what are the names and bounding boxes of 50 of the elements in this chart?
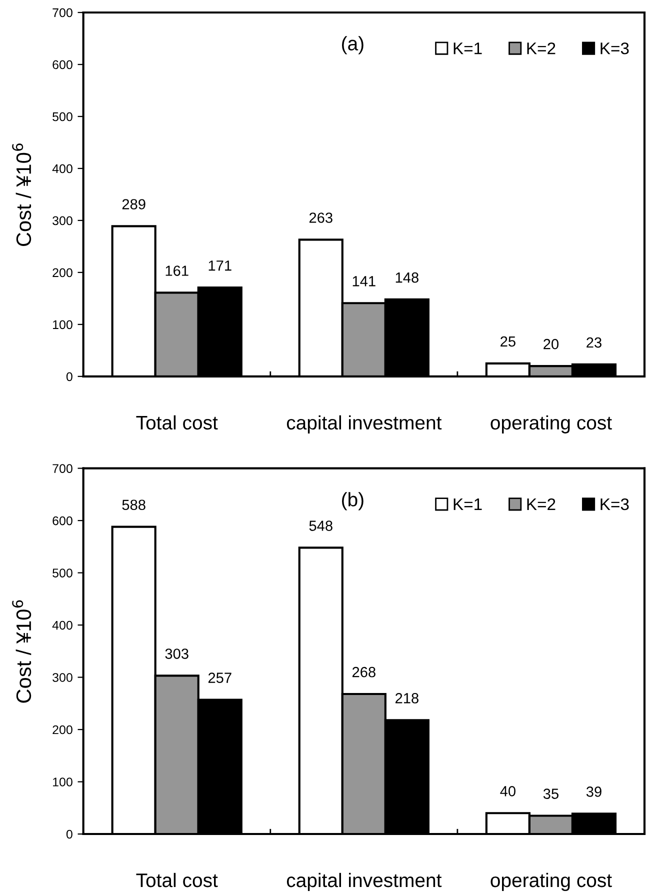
data-label: 23 <box>586 337 602 348</box>
data-label: 588 <box>122 500 146 510</box>
y-tick-label: 400 <box>52 164 72 174</box>
x-tick-label: capital investment <box>286 415 442 434</box>
data-label: 141 <box>352 276 376 286</box>
data-label: 39 <box>586 786 602 797</box>
y-tick-label: 500 <box>52 112 72 122</box>
data-label: 263 <box>309 212 332 223</box>
y-tick-label: 500 <box>52 568 72 578</box>
x-tick-label: Total cost <box>136 415 218 430</box>
data-label: 25 <box>500 336 516 347</box>
data-label: 161 <box>166 266 188 276</box>
data-label: 40 <box>500 786 516 796</box>
y-tick-label: 0 <box>66 830 72 839</box>
data-label: 303 <box>165 648 188 659</box>
y-tick-label: 400 <box>52 620 72 630</box>
data-label: 148 <box>396 272 418 283</box>
x-tick-label: Total cost <box>136 872 218 888</box>
text: (b) <box>342 492 364 510</box>
data-label: 35 <box>543 788 558 799</box>
y-axis-title: Cost / ¥10$^{6}$ <box>12 600 32 703</box>
legend-label: K=1 <box>454 498 482 510</box>
y-tick-label: 600 <box>52 60 72 70</box>
y-tick-label: 200 <box>52 725 72 734</box>
data-label: 218 <box>396 693 418 704</box>
y-tick-label: 700 <box>52 8 72 18</box>
legend-label: K=3 <box>600 498 629 510</box>
data-label: 257 <box>208 672 232 683</box>
legend-label: K=2 <box>527 42 556 54</box>
x-tick-label: capital investment <box>286 872 442 892</box>
legend-label: K=3 <box>600 42 629 54</box>
y-tick-label: 200 <box>52 268 72 278</box>
y-tick-label: 700 <box>52 464 72 473</box>
x-tick-label: operating cost <box>490 415 612 434</box>
legend-label: K=1 <box>454 42 482 54</box>
y-tick-label: 600 <box>52 516 72 526</box>
y-tick-label: 100 <box>53 778 72 786</box>
data-label: 171 <box>208 260 232 271</box>
legend-label: K=2 <box>527 498 556 510</box>
y-tick-label: 300 <box>52 673 72 682</box>
y-tick-label: 300 <box>52 216 72 226</box>
x-tick-label: operating cost <box>490 872 612 892</box>
data-label: 268 <box>352 666 376 678</box>
y-tick-label: 0 <box>66 372 72 382</box>
text: (a) <box>342 36 364 54</box>
data-label: 289 <box>122 199 146 210</box>
y-axis-title: Cost / ¥10$^{6}$ <box>12 144 32 246</box>
data-label: 548 <box>309 520 332 531</box>
y-tick-label: 100 <box>53 320 72 330</box>
data-label: 20 <box>544 338 559 350</box>
